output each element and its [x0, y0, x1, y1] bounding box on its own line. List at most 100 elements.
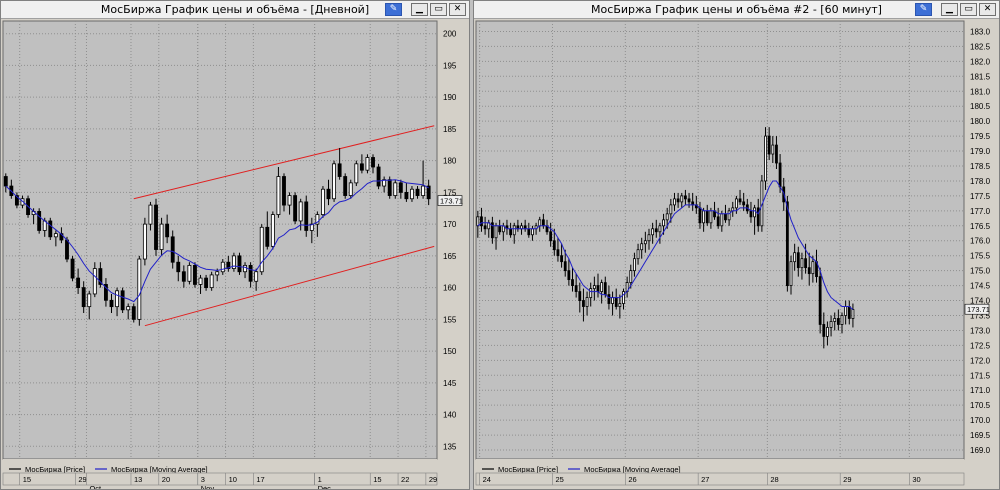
candle-body	[789, 261, 793, 286]
candle-body	[81, 287, 86, 308]
candle-body	[398, 182, 403, 193]
candle-body	[636, 249, 640, 260]
candle-body	[293, 195, 298, 222]
upper-channel-line	[133, 125, 435, 200]
candle-body	[829, 321, 833, 328]
y-tick-label: 185	[443, 125, 457, 134]
candle-body	[709, 210, 713, 224]
y-tick-label: 176.5	[970, 222, 991, 231]
candle-body	[687, 198, 691, 203]
candle-body	[665, 213, 669, 221]
x-tick-label: 26	[628, 475, 636, 484]
x-tick-label: 20	[162, 475, 170, 484]
candle-body	[137, 258, 142, 320]
candle-body	[348, 182, 353, 196]
candle-body	[259, 226, 264, 273]
candle-body	[65, 239, 69, 260]
daily-window-titlebar[interactable]: МосБиржа График цены и объёма - [Дневной…	[1, 1, 469, 19]
pin-icon[interactable]: ✎	[915, 3, 932, 16]
x-tick-label: 22	[401, 475, 409, 484]
candle-body	[680, 195, 684, 203]
hourly-price-chart[interactable]: 169.0 169.5 170.0 170.5 171.0 171.5 172.0 172.5…	[474, 19, 999, 489]
y-tick-label: 178.5	[970, 162, 991, 171]
lower-channel-line	[144, 245, 435, 327]
candle-body	[847, 306, 851, 319]
candle-body	[702, 210, 706, 224]
y-tick-label: 169.0	[970, 446, 991, 455]
minimize-icon[interactable]: ▁	[941, 3, 958, 16]
candle-body	[371, 157, 375, 168]
candle-body	[724, 213, 727, 221]
y-tick-label: 176.0	[970, 237, 991, 246]
candle-body	[592, 285, 596, 289]
candle-body	[771, 144, 775, 155]
y-tick-label: 181.0	[970, 87, 991, 96]
y-tick-label: 177.0	[970, 207, 991, 216]
candle-body	[410, 188, 414, 200]
candle-body	[796, 252, 800, 269]
y-tick-label: 169.5	[970, 431, 991, 440]
candle-body	[600, 282, 604, 292]
close-icon[interactable]: ✕	[979, 3, 996, 16]
candle-body	[742, 201, 746, 206]
legend-ma-label: МосБиржа [Moving Average]	[584, 465, 681, 474]
pin-icon[interactable]: ✎	[385, 3, 402, 16]
last-price-marker	[964, 303, 990, 315]
candle-body	[87, 293, 92, 308]
daily-window-title: МосБиржа График цены и объёма - [Дневной…	[100, 3, 370, 16]
candle-body	[775, 144, 778, 164]
candle-body	[14, 195, 19, 206]
candle-body	[237, 255, 242, 273]
y-tick-label: 180.5	[970, 102, 991, 111]
candle-body	[811, 261, 815, 275]
y-tick-label: 173.0	[970, 326, 991, 335]
x-tick-label: 13	[134, 475, 142, 484]
candle-body	[716, 216, 720, 227]
restore-icon[interactable]: ▭	[430, 3, 447, 16]
candle-body	[840, 315, 844, 325]
candle-body	[59, 233, 64, 241]
candle-body	[365, 157, 370, 171]
x-tick-label: 3	[201, 475, 205, 484]
legend-price-label: МосБиржа [Price]	[498, 465, 558, 474]
y-tick-label: 171.5	[970, 371, 991, 380]
minimize-icon[interactable]: ▁	[411, 3, 428, 16]
candle-body	[321, 188, 325, 216]
daily-price-chart[interactable]: 135 140 145 150 155 160 165 170 175 180 185 190 195 2…	[1, 19, 469, 489]
date-axis	[475, 472, 965, 486]
y-tick-label: 183.0	[970, 27, 991, 36]
candle-body	[651, 228, 655, 236]
candle-body	[304, 201, 309, 231]
candle-body	[571, 279, 574, 286]
candle-body	[276, 176, 281, 216]
candle-body	[382, 179, 387, 187]
y-tick-label: 140	[443, 411, 457, 420]
candle-body	[574, 285, 578, 292]
candle-body	[509, 228, 512, 236]
moving-average-line	[477, 180, 854, 310]
close-icon[interactable]: ✕	[449, 3, 466, 16]
candle-body	[767, 135, 771, 155]
y-tick-label: 165	[443, 252, 457, 261]
x-tick-label: 29	[429, 475, 437, 484]
candle-body	[673, 198, 676, 206]
restore-icon[interactable]: ▭	[960, 3, 977, 16]
last-price-label: 173.71	[440, 197, 463, 206]
candle-body	[582, 300, 585, 307]
legend-strip	[476, 459, 964, 471]
candle-body	[298, 201, 303, 222]
candle-body	[498, 225, 502, 233]
candle-body	[215, 271, 220, 276]
candle-body	[611, 297, 614, 304]
candle-body	[337, 163, 342, 177]
y-tick-label: 170.0	[970, 416, 991, 425]
candle-body	[76, 277, 81, 289]
candle-body	[727, 210, 731, 221]
candle-body	[248, 264, 253, 282]
hourly-window-titlebar[interactable]: МосБиржа График цены и объёма #2 - [60 м…	[474, 1, 999, 19]
candle-body	[800, 258, 804, 269]
y-tick-label: 182.5	[970, 42, 991, 51]
candle-body	[756, 207, 760, 227]
last-price-marker	[437, 195, 463, 206]
candle-body	[662, 219, 665, 227]
